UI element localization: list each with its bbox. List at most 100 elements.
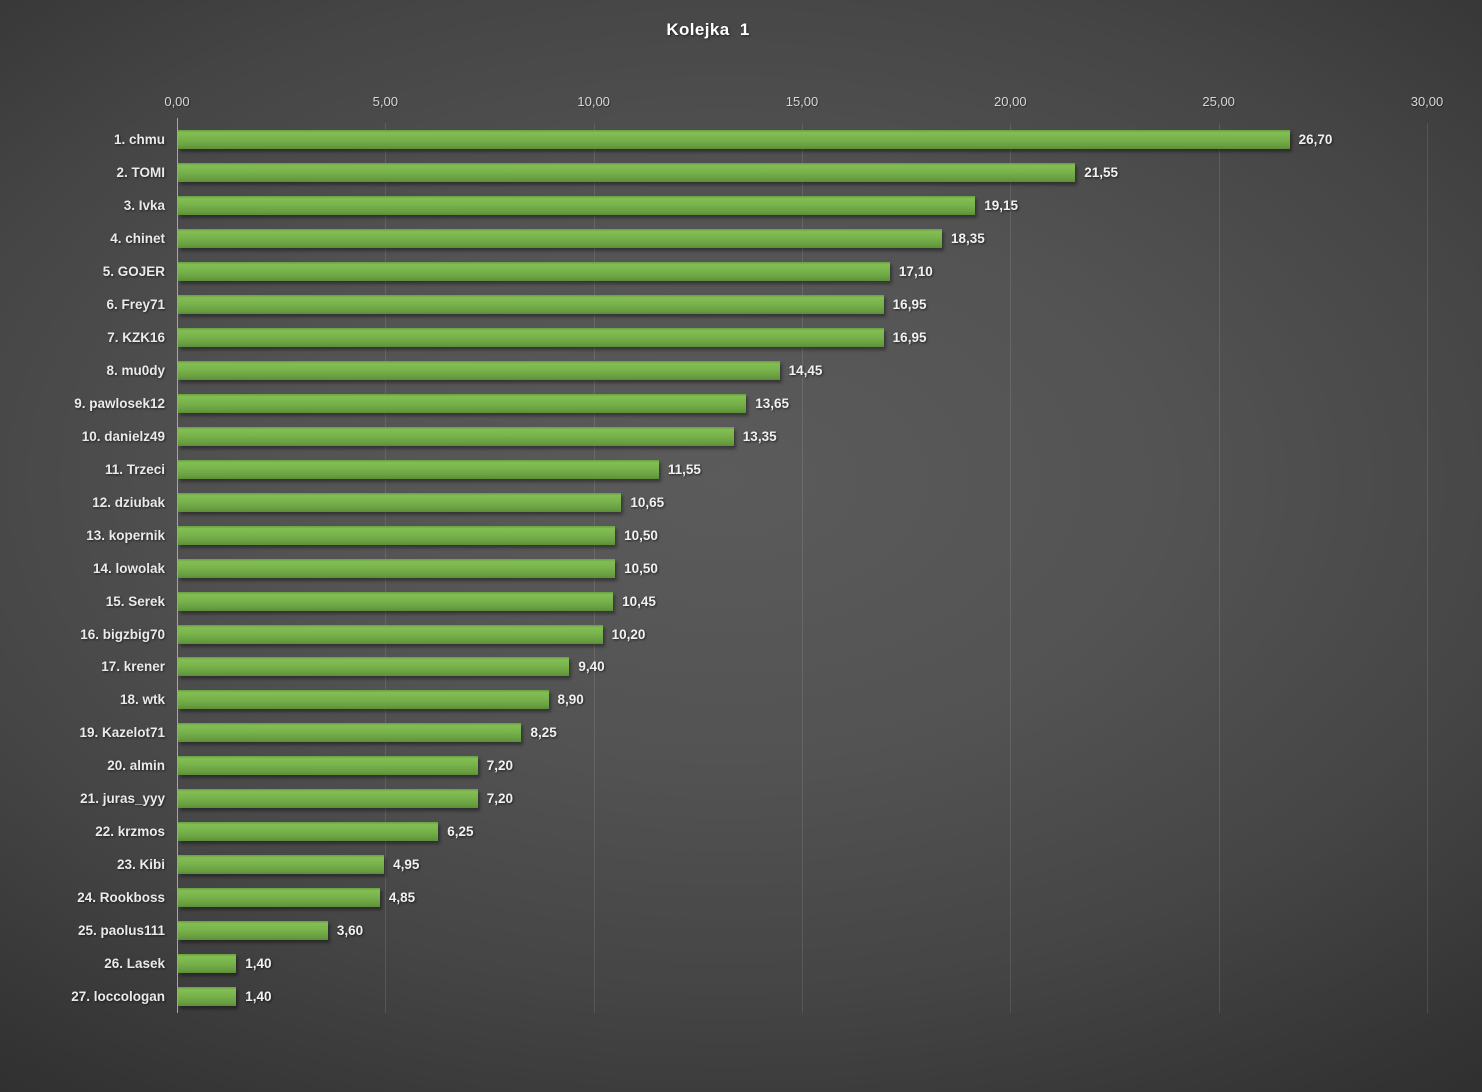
bars-container: 1. chmu 26,70 2. TOMI 21,55 3. Ivka 19,1… [71, 123, 1427, 1013]
bar-row: 25. paolus111 3,60 [78, 914, 1427, 947]
bar-value-label: 4,85 [388, 890, 416, 906]
category-label: 6. Frey71 [106, 296, 165, 312]
bar-row: 19. Kazelot71 8,25 [79, 716, 1427, 749]
gridline [1218, 123, 1220, 1013]
category-label: 1. chmu [113, 131, 165, 147]
gridline [802, 123, 803, 1013]
bar [178, 492, 622, 512]
bar [178, 360, 780, 380]
category-label: 3. Ivka [123, 197, 165, 213]
gridline [1010, 123, 1012, 1013]
bar-row: 27. loccologan 1,40 [71, 980, 1427, 1013]
bar-row: 2. TOMI 21,55 [116, 156, 1427, 189]
category-label: 14. lowolak [92, 560, 165, 576]
x-tick-label: 5,00 [372, 94, 398, 109]
category-label: 19. Kazelot71 [79, 725, 165, 741]
category-label: 20. almin [107, 758, 165, 774]
category-label: 10. danielz49 [81, 428, 165, 444]
bar-value-label: 13,35 [742, 428, 777, 444]
category-label: 24. Rookboss [77, 890, 165, 906]
bar-value-label: 10,50 [624, 560, 658, 576]
bar [178, 591, 614, 611]
bar [178, 855, 385, 875]
gridline [1427, 123, 1428, 1013]
bar [178, 756, 478, 776]
category-label: 8. mu0dy [106, 362, 165, 378]
bar [178, 723, 522, 743]
y-axis-line [177, 118, 178, 1013]
bar-value-label: 16,95 [892, 329, 927, 345]
bar-row: 20. almin 7,20 [107, 749, 1427, 782]
category-label: 18. wtk [119, 692, 165, 708]
bar [178, 393, 747, 413]
bar-value-label: 7,20 [486, 758, 514, 774]
bar-value-label: 6,25 [447, 824, 474, 840]
bar [178, 162, 1076, 182]
x-tick-label: 10,00 [577, 94, 610, 109]
bar [178, 789, 478, 809]
chart-title: Kolejka 1 [666, 20, 750, 39]
bar-value-label: 10,65 [630, 494, 665, 510]
bar-row: 3. Ivka 19,15 [124, 189, 1427, 222]
bar-value-label: 4,95 [393, 857, 420, 873]
bar [178, 228, 942, 248]
category-label: 11. Trzeci [104, 461, 165, 477]
bar-value-label: 10,45 [622, 593, 656, 609]
bar [178, 195, 976, 215]
bar [178, 261, 890, 281]
bar [178, 129, 1290, 149]
x-axis-labels: 0,00 5,00 10,00 15,00 20,00 25,00 30,00 [164, 94, 1443, 112]
bar-row: 22. krzmos 6,25 [95, 815, 1427, 848]
x-tick-label: 30,00 [1410, 94, 1444, 109]
bar [178, 327, 884, 347]
category-label: 9. pawlosek12 [74, 395, 165, 411]
bar-row: 11. Trzeci 11,55 [105, 453, 1427, 486]
bar-row: 6. Frey71 16,95 [106, 288, 1427, 321]
bar-value-label: 18,35 [950, 230, 985, 246]
x-tick-label: 25,00 [1202, 94, 1235, 109]
bar-row: 15. Serek 10,45 [106, 585, 1427, 618]
category-label: 26. Lasek [104, 956, 165, 972]
bar-value-label: 3,60 [336, 923, 364, 939]
bar-row: 1. chmu 26,70 [114, 123, 1427, 156]
bar-value-label: 9,40 [578, 659, 605, 675]
category-label: 4. chinet [110, 230, 165, 246]
bar-value-label: 1,40 [245, 956, 272, 972]
bar-value-label: 26,70 [1298, 131, 1333, 147]
bar-row: 23. Kibi 4,95 [117, 848, 1427, 881]
category-label: 17. krener [101, 659, 165, 675]
bar-value-label: 21,55 [1084, 164, 1118, 180]
bar [178, 954, 237, 974]
bar-row: 4. chinet 18,35 [110, 222, 1427, 255]
category-label: 22. krzmos [95, 824, 165, 840]
bar-row: 17. krener 9,40 [101, 651, 1427, 684]
x-tick-label: 0,00 [164, 94, 190, 109]
bar-row: 7. KZK16 16,95 [107, 321, 1427, 354]
category-label: 13. kopernik [86, 527, 165, 543]
category-label: 12. dziubak [92, 494, 165, 510]
category-label: 23. Kibi [116, 857, 165, 873]
category-label: 27. loccologan [71, 989, 165, 1005]
bar-value-label: 10,20 [611, 626, 646, 642]
bar [178, 657, 570, 677]
bar-value-label: 13,65 [755, 395, 790, 411]
bar-value-label: 19,15 [984, 197, 1019, 213]
category-label: 16. bigzbig70 [80, 626, 165, 642]
x-tick-label: 20,00 [994, 94, 1027, 109]
bar [178, 294, 884, 314]
bar [178, 426, 734, 446]
bar [178, 921, 328, 941]
bar-row: 9. pawlosek12 13,65 [74, 387, 1427, 420]
category-label: 7. KZK16 [107, 329, 165, 345]
bar-value-label: 10,50 [624, 527, 658, 543]
x-tick-label: 15,00 [785, 94, 819, 109]
bar-row: 14. lowolak 10,50 [93, 552, 1427, 585]
bar-value-label: 17,10 [898, 263, 933, 279]
bar-value-label: 16,95 [892, 296, 927, 312]
bar-row: 5. GOJER 17,10 [103, 255, 1427, 288]
bar [178, 624, 603, 644]
category-label: 15. Serek [105, 593, 165, 609]
bar [178, 822, 439, 842]
bar [178, 558, 616, 578]
